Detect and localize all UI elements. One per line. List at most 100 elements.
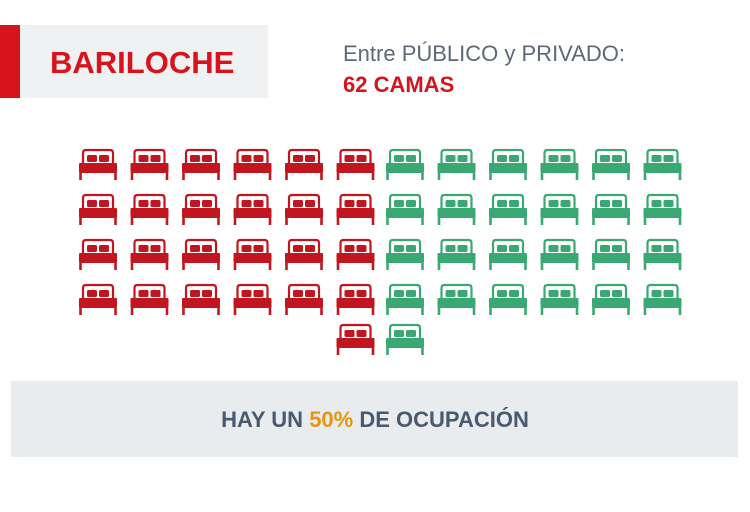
bed-pillow: [612, 200, 622, 207]
bed-pillow: [87, 200, 97, 207]
bed-headboard: [133, 148, 166, 164]
bed-headboard: [133, 238, 166, 254]
bed-pillow: [202, 155, 212, 162]
bed-icon: [489, 193, 527, 225]
bed-headboard: [133, 193, 166, 209]
bed-pillow: [406, 330, 416, 337]
bed-pillow: [293, 200, 303, 207]
bed-pillow: [138, 245, 149, 252]
bed-mattress: [336, 163, 375, 173]
bed-icon: [386, 238, 424, 270]
bed-headboard: [646, 193, 679, 209]
bed-icon: [182, 238, 220, 270]
bed-pillow: [150, 290, 161, 297]
bed-headboard: [543, 148, 576, 164]
bed-headboard: [339, 238, 372, 254]
bed-pillow: [548, 200, 559, 207]
bed-headboard: [236, 283, 269, 299]
bed-icon: [79, 148, 117, 180]
bed-pillow: [663, 290, 674, 297]
bed-pillow: [457, 155, 468, 162]
bed-mattress: [592, 253, 630, 263]
bed-pillow: [150, 155, 161, 162]
bed-icon: [386, 193, 424, 225]
bed-icon: [336, 238, 375, 270]
bed-mattress: [437, 208, 476, 218]
bed-pillow: [406, 245, 416, 252]
bed-pillow: [253, 245, 264, 252]
bed-mattress: [285, 253, 323, 263]
bed-headboard: [236, 238, 269, 254]
bed-icon: [182, 193, 220, 225]
bed-headboard: [133, 283, 166, 299]
bed-headboard: [388, 323, 422, 339]
bed-icon: [285, 193, 323, 225]
bed-pillow: [202, 200, 212, 207]
bed-pillow: [305, 245, 315, 252]
bed-pillow: [241, 290, 252, 297]
bed-icon: [233, 283, 272, 315]
bed-pillow: [87, 245, 97, 252]
bed-mattress: [79, 208, 117, 218]
bed-pillow: [293, 245, 303, 252]
bed-pillow: [202, 245, 212, 252]
bed-pillow: [457, 245, 468, 252]
bed-pillow: [560, 245, 571, 252]
bed-headboard: [594, 283, 628, 299]
bed-icon: [540, 193, 579, 225]
bed-icon: [336, 193, 375, 225]
bed-mattress: [233, 208, 272, 218]
bed-mattress: [130, 298, 169, 308]
bed-pillow: [253, 200, 264, 207]
bed-icon: [130, 238, 169, 270]
bed-icon: [285, 238, 323, 270]
bed-pillow: [457, 200, 468, 207]
bed-pillow: [612, 155, 622, 162]
bed-pillow: [344, 200, 355, 207]
bed-headboard: [339, 323, 372, 339]
bed-icon: [182, 148, 220, 180]
bed-icon: [489, 148, 527, 180]
bed-mattress: [285, 298, 323, 308]
bed-icon: [386, 148, 424, 180]
bed-mattress: [233, 298, 272, 308]
bed-headboard: [440, 238, 473, 254]
bed-mattress: [540, 253, 579, 263]
bed-pillow: [445, 200, 456, 207]
bed-icon: [336, 323, 375, 355]
bed-icon: [540, 283, 579, 315]
bed-mattress: [489, 298, 527, 308]
bed-pillow: [509, 155, 519, 162]
bed-pillow: [99, 200, 109, 207]
bed-pillow: [99, 245, 109, 252]
bed-icon: [233, 238, 272, 270]
bed-pillow: [445, 155, 456, 162]
bed-headboard: [184, 238, 218, 254]
bed-pillow: [612, 245, 622, 252]
bed-pillow: [600, 245, 610, 252]
bed-pillow: [138, 290, 149, 297]
bed-pillow: [457, 290, 468, 297]
bed-mattress: [437, 253, 476, 263]
bed-icon: [437, 238, 476, 270]
bed-pillow: [445, 245, 456, 252]
bed-headboard: [388, 283, 422, 299]
bed-headboard: [388, 193, 422, 209]
bed-mattress: [386, 338, 424, 348]
bed-pillow: [150, 245, 161, 252]
bed-pillow: [87, 155, 97, 162]
bed-pillow: [305, 155, 315, 162]
bed-mattress: [285, 163, 323, 173]
bed-mattress: [182, 163, 220, 173]
bed-headboard: [287, 148, 321, 164]
bed-mattress: [643, 253, 682, 263]
bed-headboard: [287, 283, 321, 299]
footer-highlight: 50%: [309, 407, 353, 432]
bed-mattress: [79, 163, 117, 173]
bed-mattress: [437, 298, 476, 308]
bed-pillow: [509, 290, 519, 297]
bed-icon: [592, 193, 630, 225]
bed-pillow: [344, 330, 355, 337]
bed-headboard: [440, 193, 473, 209]
